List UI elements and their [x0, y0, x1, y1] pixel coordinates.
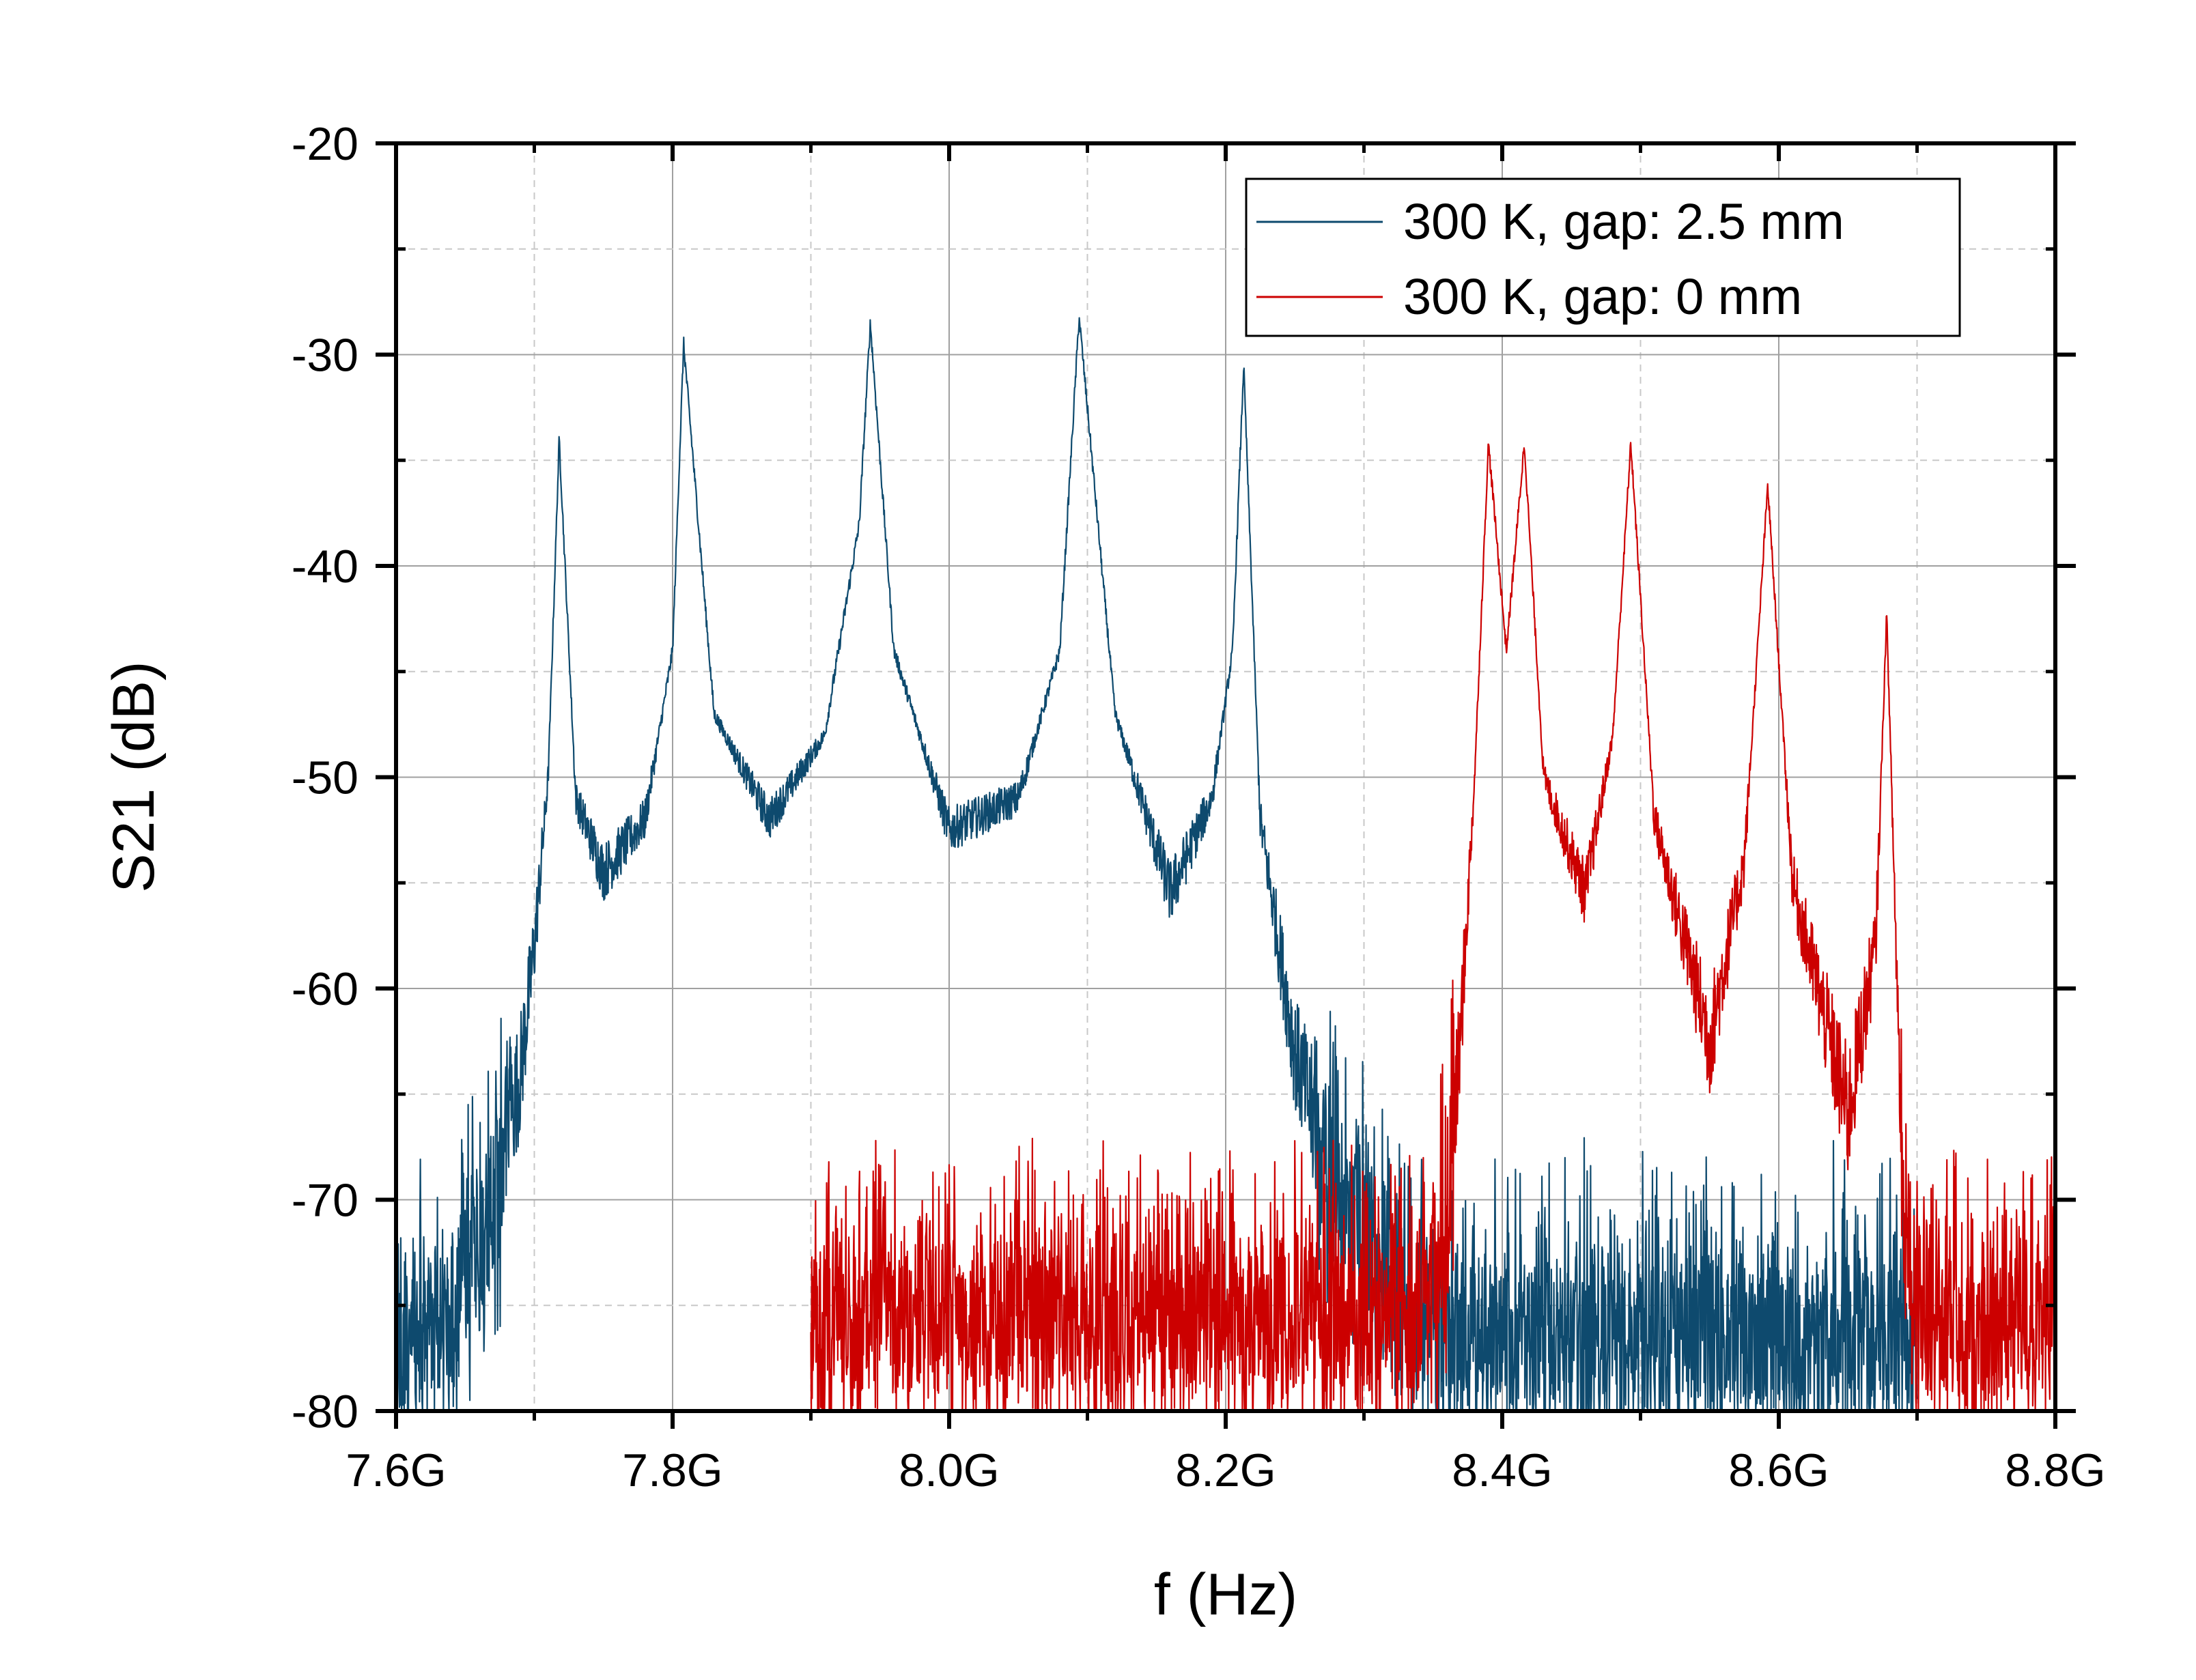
y-tick-label: -80	[292, 1386, 358, 1438]
y-tick-label: -50	[292, 752, 358, 804]
series-line-1	[810, 442, 2056, 1412]
y-tick-label: -70	[292, 1175, 358, 1227]
y-tick-label: -40	[292, 541, 358, 593]
legend: 300 K, gap: 2.5 mm 300 K, gap: 0 mm	[1245, 177, 1961, 337]
x-tick-label: 8.2G	[1175, 1444, 1276, 1496]
x-tick-label: 8.8G	[2005, 1444, 2105, 1496]
x-tick-label: 7.6G	[346, 1444, 446, 1496]
axis-ticks: 7.6G 7.8G 8.0G 8.2G 8.4G 8.6G 8.8G -80 -70 -60 -50…	[292, 118, 2106, 1496]
x-tick-label: 8.6G	[1728, 1444, 1829, 1496]
series-layer	[395, 317, 2056, 1412]
y-tick-label: -60	[292, 963, 358, 1015]
y-axis-title: S21 (dB)	[101, 661, 167, 892]
y-tick-label: -30	[292, 330, 358, 382]
legend-box	[1245, 177, 1961, 337]
x-tick-label: 7.8G	[622, 1444, 722, 1496]
legend-label-0mm: 300 K, gap: 0 mm	[1403, 268, 1802, 325]
x-tick-label: 8.0G	[899, 1444, 999, 1496]
x-tick-label: 8.4G	[1452, 1444, 1552, 1496]
series-line-0	[395, 317, 1918, 1412]
legend-label-2-5mm: 300 K, gap: 2.5 mm	[1403, 193, 1844, 250]
y-tick-label: -20	[292, 118, 358, 170]
x-axis-title: f (Hz)	[1154, 1562, 1297, 1627]
